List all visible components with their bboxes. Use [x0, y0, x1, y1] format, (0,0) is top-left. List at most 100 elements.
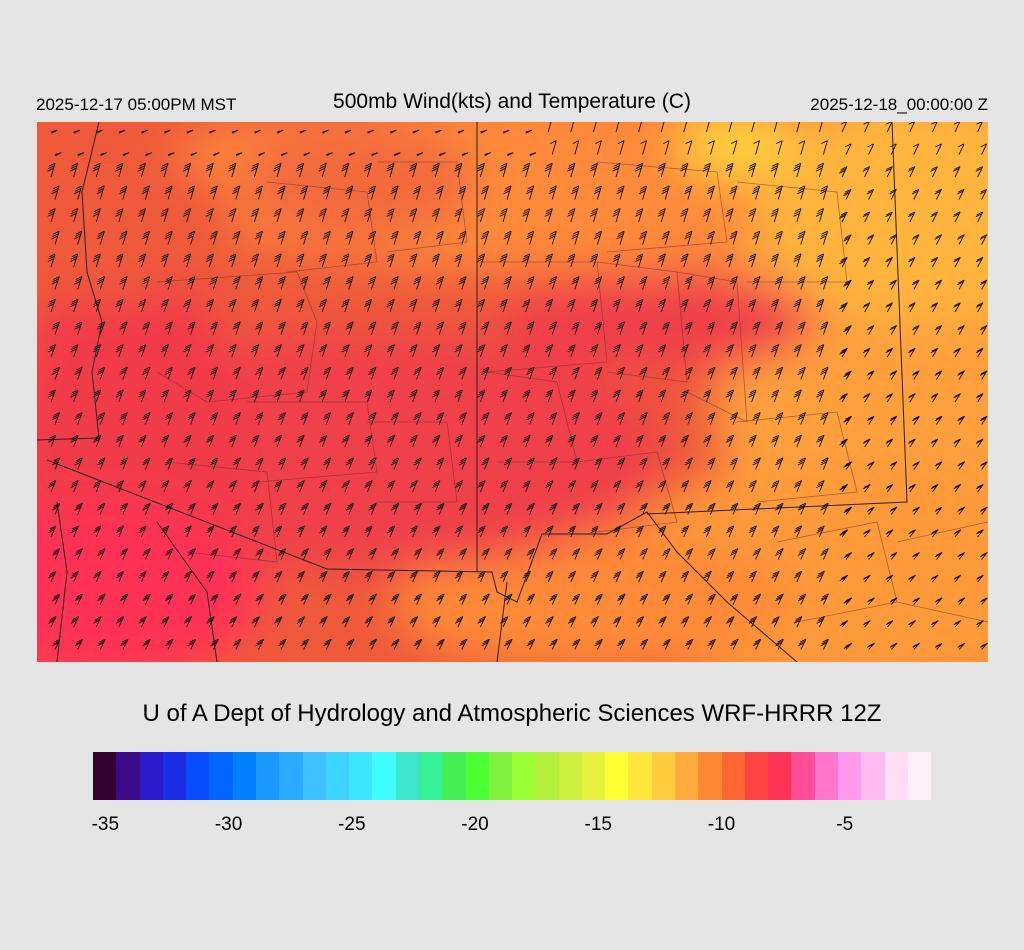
wind-barb [250, 162, 259, 178]
wind-barb [363, 162, 372, 178]
wind-barb [413, 593, 423, 605]
colorbar-tick-label: -20 [461, 814, 489, 835]
wind-barb [612, 480, 622, 493]
wind-barb [821, 140, 828, 155]
wind-barb [912, 551, 920, 560]
wind-barb [435, 366, 445, 380]
wind-barb [680, 208, 689, 223]
wind-barb [142, 366, 151, 380]
wind-barb [816, 389, 825, 403]
wind-barb [747, 162, 757, 178]
wind-barb [273, 298, 282, 313]
wind-barb [867, 551, 875, 560]
wind-barb [752, 321, 761, 335]
wind-barb [680, 298, 689, 313]
wind-barb [51, 412, 61, 425]
wind-barb [522, 525, 531, 538]
wind-barb [752, 276, 761, 290]
wind-barb [187, 366, 196, 380]
wind-barb [863, 529, 871, 538]
wind-barb [594, 502, 603, 515]
wind-barb [364, 525, 373, 538]
wind-barb [277, 412, 287, 425]
wind-barb [228, 434, 237, 448]
wind-barb [863, 122, 870, 133]
wind-barb [549, 548, 558, 560]
wind-barb [431, 389, 441, 403]
wind-barb [96, 230, 105, 245]
wind-barb [684, 185, 693, 200]
wind-barb [885, 122, 893, 133]
wind-barb [368, 412, 377, 425]
wind-barb [526, 638, 536, 650]
wind-barb [390, 548, 400, 560]
wind-barb [141, 129, 148, 134]
wind-barb [228, 570, 238, 583]
wind-barb [232, 502, 242, 515]
wind-barb [889, 461, 898, 470]
wind-barb [798, 140, 806, 155]
wind-barb [770, 253, 779, 268]
wind-barb [390, 457, 400, 470]
wind-barb [138, 616, 147, 628]
wind-barb [548, 321, 558, 335]
wind-barb [300, 548, 310, 560]
wind-barb [953, 438, 961, 448]
wind-barb [934, 415, 943, 425]
wind-barb [232, 230, 241, 245]
wind-barb [300, 230, 309, 245]
wind-barb [639, 502, 648, 515]
wind-barb [544, 389, 554, 403]
wind-barb [843, 461, 853, 470]
wind-barb [299, 129, 307, 134]
wind-barb [458, 276, 467, 290]
wind-barb [413, 276, 422, 290]
wind-barb [96, 366, 106, 380]
wind-barb [957, 642, 966, 650]
wind-barb [341, 570, 351, 583]
wind-barb [503, 185, 512, 200]
wind-barb [662, 548, 671, 560]
wind-barb [748, 253, 757, 268]
wind-barb [183, 525, 192, 538]
wind-barb [70, 525, 79, 538]
wind-barb [957, 597, 966, 605]
wind-barb [70, 253, 79, 268]
wind-barb [454, 208, 463, 223]
wind-barb [957, 415, 965, 425]
wind-barb [458, 321, 467, 335]
wind-barb [657, 208, 666, 223]
wind-barb [137, 298, 147, 313]
wind-barb [526, 412, 535, 425]
wind-barb [390, 321, 399, 335]
wind-barb [254, 276, 264, 290]
wind-barb [912, 506, 920, 515]
wind-barb [70, 570, 80, 583]
wind-barb [797, 412, 806, 425]
wind-barb [567, 344, 576, 358]
wind-barb [908, 347, 916, 358]
wind-barb [684, 366, 693, 380]
wind-barb [844, 143, 852, 155]
wind-barb [957, 324, 965, 335]
wind-barb [661, 230, 670, 245]
wind-barb [92, 208, 101, 223]
wind-barb [930, 166, 938, 178]
wind-barb [775, 593, 784, 605]
wind-barb [368, 321, 377, 335]
wind-barb [183, 570, 193, 583]
wind-barb [752, 548, 762, 560]
wind-barb [662, 593, 671, 605]
wind-barb [481, 593, 490, 605]
wind-barb [820, 457, 829, 470]
wind-barb [975, 166, 984, 178]
wind-barb [209, 276, 219, 290]
wind-barb [684, 230, 693, 245]
wind-barb [163, 129, 171, 134]
wind-barb [251, 389, 260, 403]
wind-barb [278, 638, 287, 650]
wind-barb [251, 480, 260, 493]
wind-barb [590, 570, 599, 583]
wind-barb [137, 208, 147, 223]
wind-barb [953, 347, 961, 358]
